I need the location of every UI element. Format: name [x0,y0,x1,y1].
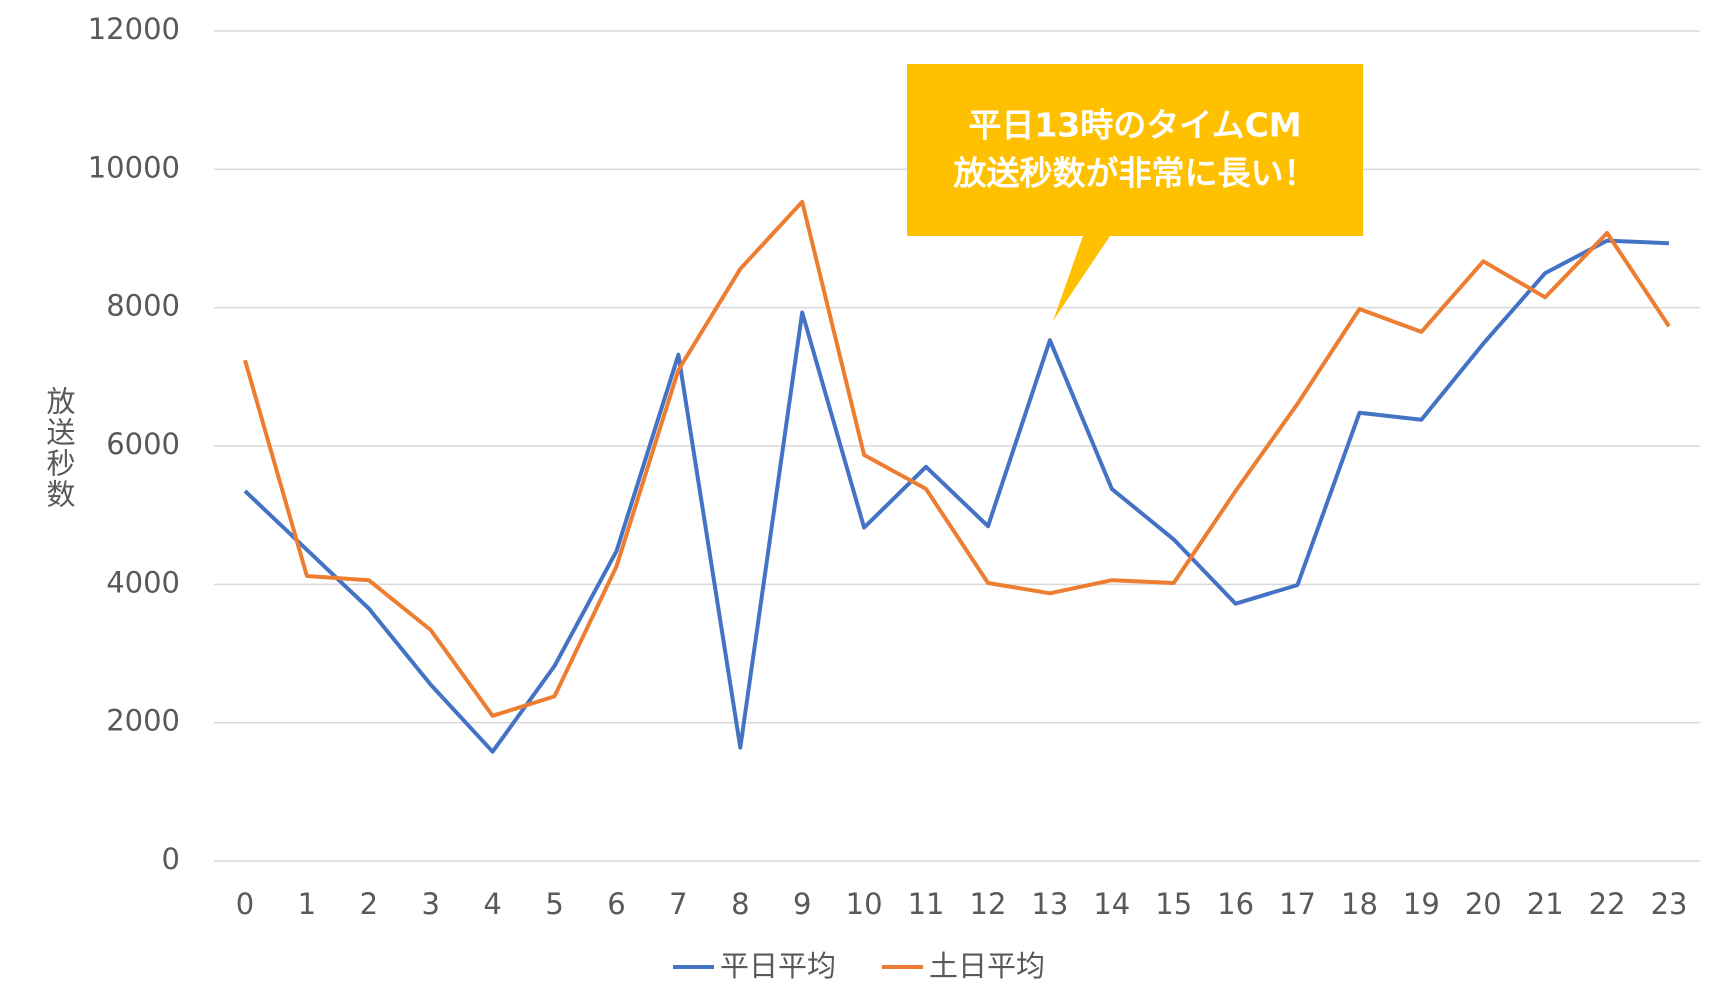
x-tick-label: 18 [1341,887,1378,921]
x-tick-label: 1 [298,887,316,921]
callout-text: 放送秒数が非常に長い！ [954,154,1317,193]
x-tick-label: 19 [1403,887,1440,921]
x-tick-label: 7 [669,887,687,921]
x-tick-label: 12 [970,887,1007,921]
y-tick-label: 4000 [106,565,180,599]
x-tick-label: 23 [1651,887,1688,921]
y-axis-label: 放送秒数 [42,386,76,510]
series-line [243,238,1670,754]
x-tick-label: 0 [236,887,254,921]
x-tick-label: 2 [360,887,378,921]
y-tick-label: 2000 [106,704,180,738]
x-tick-label: 21 [1527,887,1564,921]
x-tick-label: 4 [483,887,501,921]
x-tick-label: 6 [607,887,625,921]
x-tick-label: 8 [731,887,749,921]
legend-label: 土日平均 [929,949,1045,983]
y-tick-label: 8000 [106,289,180,323]
x-tick-label: 13 [1031,887,1068,921]
x-tick-label: 17 [1279,887,1316,921]
x-tick-label: 22 [1589,887,1626,921]
y-tick-label: 0 [162,842,180,876]
y-tick-label: 6000 [106,427,180,461]
x-tick-label: 11 [908,887,945,921]
x-tick-label: 15 [1155,887,1192,921]
callout [907,64,1363,321]
x-tick-label: 9 [793,887,811,921]
callout-text: 平日13時のタイムCM [968,106,1301,145]
x-tick-label: 14 [1093,887,1130,921]
x-tick-label: 5 [545,887,563,921]
x-tick-label: 16 [1217,887,1254,921]
legend-label: 平日平均 [720,949,836,983]
x-tick-label: 10 [846,887,883,921]
series-line [243,199,1671,718]
y-tick-label: 12000 [88,12,180,46]
x-tick-label: 3 [421,887,439,921]
x-tick-label: 20 [1465,887,1502,921]
y-tick-label: 10000 [88,150,180,184]
